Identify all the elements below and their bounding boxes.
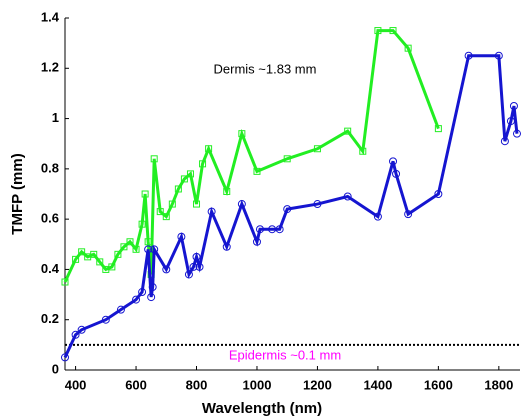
marker	[434, 125, 442, 133]
marker	[268, 225, 277, 234]
marker	[189, 262, 198, 271]
marker	[114, 250, 122, 258]
marker	[373, 212, 382, 221]
marker	[494, 51, 503, 60]
marker	[313, 145, 321, 153]
marker	[156, 208, 164, 216]
marker	[138, 288, 147, 297]
marker	[168, 200, 176, 208]
marker	[392, 169, 401, 178]
marker	[61, 353, 69, 362]
marker	[256, 225, 264, 234]
marker	[126, 238, 134, 246]
marker	[343, 192, 352, 201]
marker	[144, 238, 152, 246]
marker	[404, 210, 413, 219]
marker	[434, 190, 443, 198]
marker	[359, 147, 367, 155]
y-tick-label: 0.2	[41, 311, 59, 326]
marker	[162, 265, 171, 274]
series-line	[63, 29, 440, 283]
marker	[147, 293, 156, 302]
marker	[184, 270, 193, 279]
marker	[389, 157, 398, 166]
marker	[509, 102, 518, 110]
marker	[195, 262, 204, 271]
marker	[150, 155, 158, 163]
marker	[199, 160, 207, 168]
annotation: Epidermis ~0.1 mm	[229, 347, 341, 362]
x-tick-label: 1200	[303, 377, 332, 392]
x-axis-label: Wavelength (nm)	[202, 400, 322, 417]
marker	[150, 245, 159, 254]
marker	[72, 255, 80, 263]
marker	[61, 278, 69, 286]
marker	[374, 27, 382, 35]
marker	[108, 263, 116, 271]
marker	[177, 232, 186, 241]
marker	[174, 185, 182, 193]
marker	[500, 137, 509, 146]
series-line	[63, 54, 519, 359]
marker	[71, 330, 80, 339]
y-tick-label: 1.4	[41, 9, 60, 24]
marker	[207, 207, 216, 216]
annotation: Dermis ~1.83 mm	[214, 61, 317, 76]
marker	[186, 170, 194, 178]
marker	[101, 315, 110, 324]
y-tick-label: 0.6	[41, 211, 59, 226]
marker	[223, 187, 231, 195]
y-tick-label: 1	[52, 110, 59, 125]
marker	[193, 200, 201, 208]
marker	[192, 252, 201, 261]
marker	[222, 242, 231, 251]
marker	[512, 129, 521, 138]
marker	[116, 305, 125, 314]
marker	[141, 190, 149, 198]
marker	[78, 248, 86, 256]
marker	[238, 130, 246, 138]
marker	[464, 51, 473, 60]
marker	[96, 258, 104, 266]
x-tick-label: 1000	[243, 377, 272, 392]
marker	[237, 200, 246, 209]
marker	[162, 213, 170, 221]
y-tick-label: 0.8	[41, 160, 59, 175]
marker	[283, 205, 292, 214]
marker	[275, 225, 284, 234]
y-tick-label: 1.2	[41, 60, 59, 75]
marker	[77, 325, 86, 334]
marker	[344, 127, 352, 135]
x-tick-label: 1800	[484, 377, 513, 392]
x-tick-label: 1400	[363, 377, 392, 392]
marker	[252, 237, 261, 246]
marker	[180, 175, 188, 183]
marker	[148, 283, 157, 292]
x-tick-label: 400	[65, 377, 87, 392]
marker	[120, 243, 128, 251]
marker	[389, 27, 397, 35]
marker	[144, 245, 153, 254]
marker	[138, 220, 146, 228]
x-tick-label: 1600	[424, 377, 453, 392]
marker	[313, 200, 322, 209]
marker	[132, 295, 141, 304]
marker	[132, 245, 140, 253]
marker	[90, 250, 98, 258]
x-tick-label: 800	[186, 377, 208, 392]
y-tick-label: 0	[52, 361, 59, 376]
marker	[205, 145, 213, 153]
marker	[283, 155, 291, 163]
y-axis-label: TMFP (mm)	[9, 153, 26, 234]
marker	[506, 117, 515, 126]
marker	[253, 167, 261, 175]
marker	[404, 44, 412, 52]
x-tick-label: 600	[125, 377, 147, 392]
y-tick-label: 0.4	[41, 261, 60, 276]
